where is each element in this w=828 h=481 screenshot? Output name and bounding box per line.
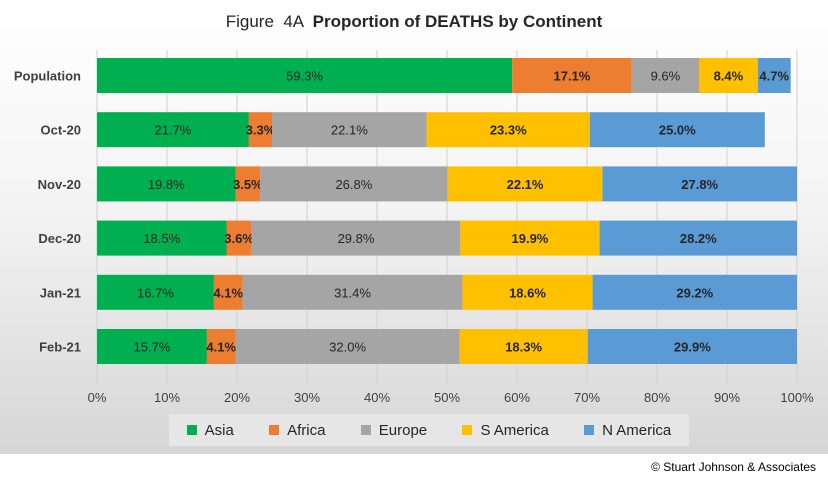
bar-segment xyxy=(97,274,214,310)
x-tick-label: 40% xyxy=(364,390,390,405)
x-tick-label: 20% xyxy=(224,390,250,405)
bar-segment xyxy=(757,58,791,93)
data-label: 22.1% xyxy=(507,177,544,192)
copyright-notice: © Stuart Johnson & Associates xyxy=(651,460,816,474)
bar-segment xyxy=(462,274,593,310)
bar-segment xyxy=(272,112,427,148)
data-label: 31.4% xyxy=(334,285,371,300)
data-label: 4.1% xyxy=(206,340,236,355)
x-tick-label: 60% xyxy=(504,390,530,405)
legend-swatch xyxy=(360,425,371,435)
legend: Asia Africa Europe S America N America xyxy=(169,414,689,446)
legend-label: Asia xyxy=(204,421,234,439)
plot-svg: 0% 10% 20% 30% 40% 50% 60% 70% 80% 90% 100% Populat… xyxy=(14,50,814,405)
bar-segment xyxy=(260,166,448,202)
data-label: 9.6% xyxy=(651,69,681,84)
data-label: 16.7% xyxy=(137,285,174,300)
x-tick-label: 100% xyxy=(780,390,814,405)
category-label: Population xyxy=(14,69,81,84)
legend-swatch xyxy=(584,425,595,435)
legend-item: Asia xyxy=(186,421,234,439)
legend-item: Europe xyxy=(360,421,428,439)
x-tick-label: 90% xyxy=(714,390,740,405)
data-label: 17.1% xyxy=(554,69,591,84)
category-label: Jan-21 xyxy=(40,285,81,300)
bar-segment xyxy=(631,58,699,93)
data-label: 15.7% xyxy=(134,340,171,355)
bar-segment xyxy=(699,58,758,93)
bar-segment xyxy=(602,166,797,202)
bar-segment xyxy=(251,220,461,256)
data-label: 19.8% xyxy=(148,177,185,192)
bar-segment xyxy=(460,220,600,256)
bar-segment xyxy=(242,274,463,310)
bar-segment xyxy=(97,112,249,148)
bar-segment xyxy=(459,329,588,364)
x-tick-label: 50% xyxy=(434,390,460,405)
bar-segment xyxy=(235,329,460,364)
legend-label: Africa xyxy=(287,421,326,439)
bar-segment xyxy=(447,166,603,202)
x-tick-label: 30% xyxy=(294,390,320,405)
data-label: 18.6% xyxy=(509,285,546,300)
bar-segment xyxy=(206,329,236,364)
bar-segment xyxy=(512,58,632,93)
data-label: 3.6% xyxy=(224,231,254,246)
legend-label: S America xyxy=(480,421,549,439)
data-label: 8.4% xyxy=(714,69,744,84)
bar-segment xyxy=(592,274,797,310)
data-label: 59.3% xyxy=(286,69,323,84)
data-label: 22.1% xyxy=(331,123,368,138)
legend-item: S America xyxy=(462,421,549,439)
legend-item: N America xyxy=(584,422,671,439)
bar-segment xyxy=(97,220,227,256)
chart-title-main: Proportion of DEATHS by Continent xyxy=(312,12,603,31)
bar-segment xyxy=(248,112,272,148)
data-label: 32.0% xyxy=(329,340,366,355)
legend-label: Europe xyxy=(378,421,428,439)
bar-segment xyxy=(226,220,252,256)
bar-segment xyxy=(587,329,797,364)
chart-area: Figure 4A Proportion of DEATHS by Contin… xyxy=(0,0,828,454)
data-label: 4.1% xyxy=(213,285,243,300)
data-label: 18.5% xyxy=(143,231,180,246)
bar-segment xyxy=(97,329,207,364)
legend-swatch xyxy=(186,425,197,435)
data-label: 25.0% xyxy=(659,123,696,138)
legend-swatch xyxy=(462,425,473,435)
data-label: 29.9% xyxy=(674,340,711,355)
x-tick-label: 80% xyxy=(644,390,670,405)
data-label: 19.9% xyxy=(512,231,549,246)
legend-item: Africa xyxy=(269,422,325,439)
data-label: 26.8% xyxy=(335,177,372,192)
bar-segment xyxy=(97,166,236,202)
chart-title-prefix: Figure 4A xyxy=(225,12,313,31)
data-label: 4.7% xyxy=(759,69,789,84)
x-tick-label: 10% xyxy=(154,390,180,405)
category-label: Dec-20 xyxy=(38,231,81,246)
legend-swatch xyxy=(269,425,280,435)
data-label: 27.8% xyxy=(681,177,718,192)
legend-label: N America xyxy=(602,421,672,439)
category-label: Nov-20 xyxy=(38,177,81,192)
x-tick-label: 70% xyxy=(574,390,600,405)
data-label: 23.3% xyxy=(490,123,527,138)
data-label: 3.3% xyxy=(246,123,276,138)
bar-segment xyxy=(589,112,765,148)
bar-segment xyxy=(213,274,243,310)
data-label: 3.5% xyxy=(233,177,263,192)
data-label: 18.3% xyxy=(505,340,542,355)
chart-title: Figure 4A Proportion of DEATHS by Contin… xyxy=(0,12,828,32)
data-label: 29.2% xyxy=(676,285,713,300)
data-label: 21.7% xyxy=(155,123,192,138)
bar-segment xyxy=(97,58,513,93)
category-label: Oct-20 xyxy=(41,123,81,138)
bar-segment xyxy=(599,220,797,256)
x-tick-label: 0% xyxy=(88,390,107,405)
bar-segment xyxy=(235,166,261,202)
data-label: 29.8% xyxy=(338,231,375,246)
bar-segment xyxy=(426,112,590,148)
data-label: 28.2% xyxy=(680,231,717,246)
category-label: Feb-21 xyxy=(39,340,81,355)
